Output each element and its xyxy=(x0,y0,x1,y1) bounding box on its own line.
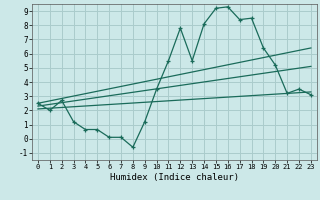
X-axis label: Humidex (Indice chaleur): Humidex (Indice chaleur) xyxy=(110,173,239,182)
